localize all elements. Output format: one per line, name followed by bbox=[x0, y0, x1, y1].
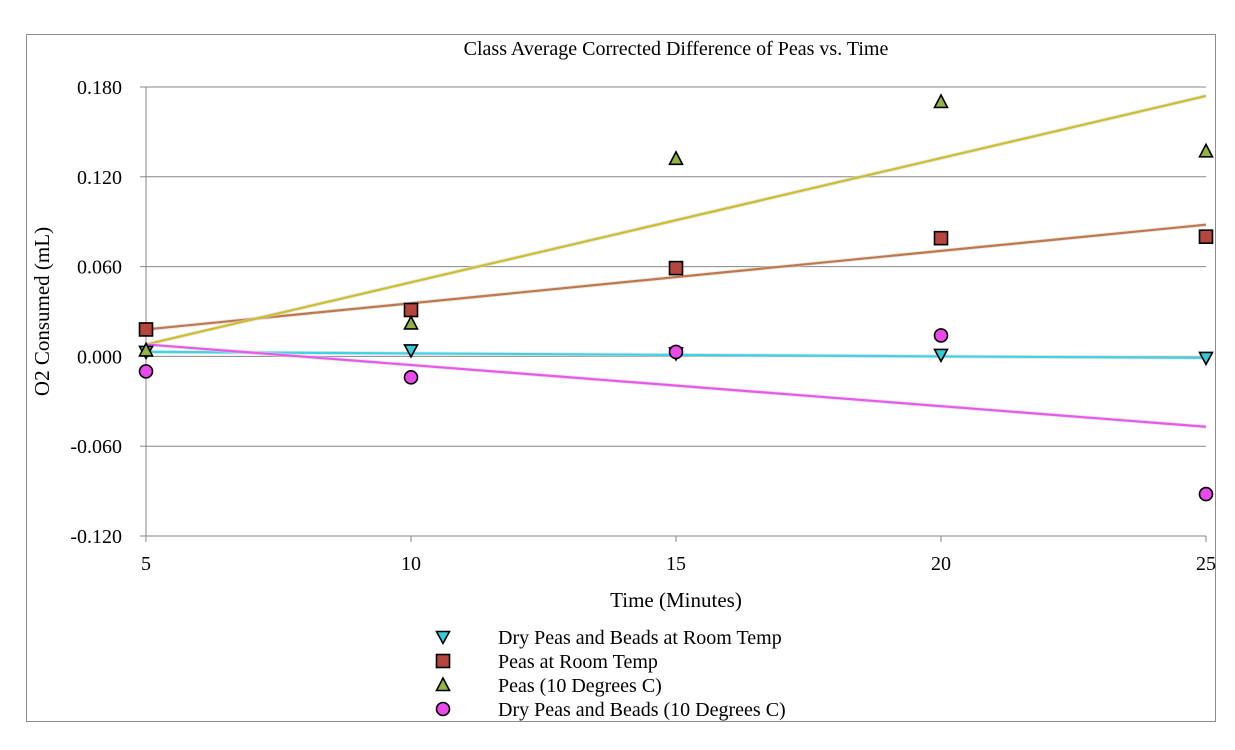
data-point-s2-p3 bbox=[933, 93, 949, 109]
x-tick-label-0: 5 bbox=[141, 553, 151, 575]
chart-svg: Class Average Corrected Difference of Pe… bbox=[30, 38, 1216, 721]
legend-marker-0 bbox=[435, 630, 451, 646]
data-point-s3-p4 bbox=[1198, 486, 1214, 502]
legend-label-1: Peas at Room Temp bbox=[498, 651, 658, 673]
x-tick-label-2: 15 bbox=[666, 553, 686, 575]
legend-label-3: Dry Peas and Beads (10 Degrees C) bbox=[498, 699, 786, 721]
data-point-s0-p3 bbox=[933, 348, 949, 364]
tick-label-layer: 0.180 0.120 0.060 0.000 -0.060 -0.120 5 10 15 20 2… bbox=[70, 77, 1216, 575]
data-point-s2-p0 bbox=[138, 341, 154, 357]
data-point-s0-p1 bbox=[403, 344, 419, 359]
legend-label-2: Peas (10 Degrees C) bbox=[498, 675, 662, 697]
data-point-s2-p2 bbox=[668, 150, 684, 166]
y-axis-title: O2 Consumed (mL) bbox=[30, 227, 54, 396]
x-tick-label-3: 20 bbox=[931, 553, 951, 575]
x-tick-label-1: 10 bbox=[401, 553, 421, 575]
chart-title: Class Average Corrected Difference of Pe… bbox=[464, 38, 889, 60]
data-point-s2-p4 bbox=[1198, 142, 1214, 158]
data-point-s2-p1 bbox=[403, 314, 419, 330]
chart-frame: Class Average Corrected Difference of Pe… bbox=[26, 34, 1216, 722]
y-tick-label-1: 0.120 bbox=[77, 167, 122, 189]
y-tick-label-4: -0.060 bbox=[70, 436, 122, 458]
data-point-s3-p1 bbox=[403, 370, 419, 385]
data-point-s1-p4 bbox=[1198, 229, 1214, 244]
y-tick-label-5: -0.120 bbox=[70, 526, 122, 548]
data-point-s1-p1 bbox=[403, 302, 419, 318]
trendline-series-1 bbox=[145, 223, 1207, 331]
x-tick-label-4: 25 bbox=[1196, 553, 1216, 575]
data-point-s1-p0 bbox=[138, 322, 154, 337]
axis-layer bbox=[140, 86, 1207, 542]
data-point-layer bbox=[138, 93, 1214, 502]
legend-label-0: Dry Peas and Beads at Room Temp bbox=[498, 627, 782, 649]
trendline-series-3 bbox=[145, 343, 1207, 428]
data-point-s1-p3 bbox=[933, 230, 949, 246]
trendline-series-2 bbox=[145, 94, 1207, 346]
x-axis-title: Time (Minutes) bbox=[610, 588, 742, 612]
data-point-s3-p0 bbox=[138, 364, 154, 379]
y-tick-label-0: 0.180 bbox=[77, 77, 122, 99]
y-tick-label-3: 0.000 bbox=[77, 346, 122, 368]
data-point-s3-p3 bbox=[933, 328, 949, 343]
data-point-s0-p4 bbox=[1198, 351, 1214, 367]
legend-marker-3 bbox=[435, 701, 451, 717]
legend-marker-2 bbox=[435, 676, 451, 692]
legend-marker-1 bbox=[435, 653, 451, 669]
data-point-s1-p2 bbox=[668, 260, 684, 276]
y-tick-label-2: 0.060 bbox=[77, 257, 122, 279]
trendline-layer bbox=[145, 94, 1207, 429]
data-point-s3-p2 bbox=[668, 344, 684, 360]
